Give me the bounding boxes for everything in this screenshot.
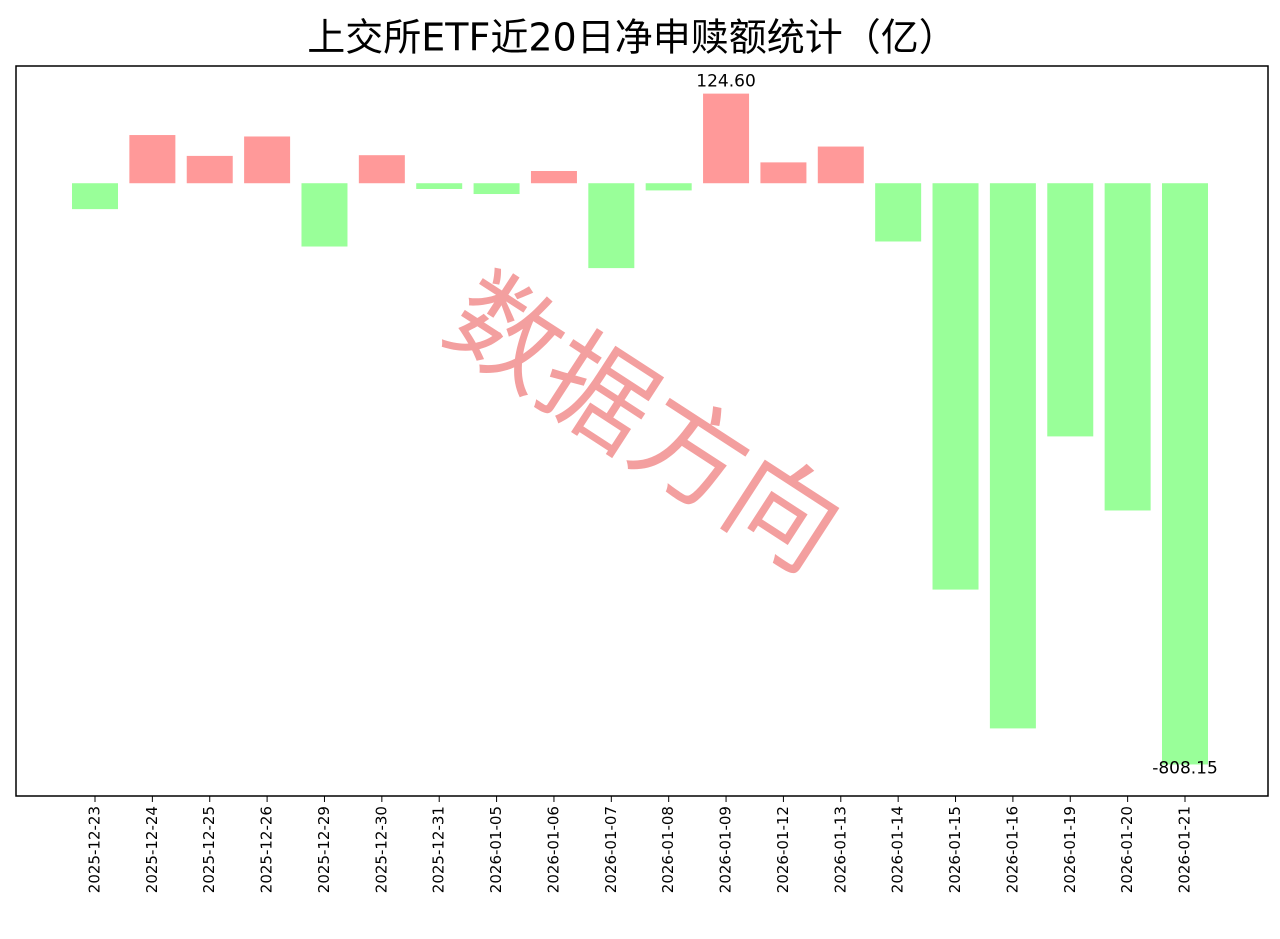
x-tick-label: 2026-01-21 bbox=[1176, 806, 1194, 893]
x-tick-label: 2025-12-24 bbox=[143, 806, 161, 893]
bar bbox=[875, 183, 922, 242]
bar bbox=[473, 183, 520, 195]
x-tick-label: 2026-01-20 bbox=[1118, 806, 1136, 893]
bar bbox=[129, 135, 176, 184]
bar bbox=[989, 183, 1036, 729]
bar bbox=[588, 183, 635, 269]
value-label: -808.15 bbox=[1152, 758, 1218, 778]
x-tick-label: 2025-12-30 bbox=[372, 806, 390, 893]
x-tick-label: 2025-12-29 bbox=[315, 806, 333, 893]
bar bbox=[703, 93, 750, 184]
bar bbox=[932, 183, 979, 590]
x-tick-label: 2025-12-23 bbox=[86, 806, 104, 893]
x-tick-label: 2026-01-15 bbox=[946, 806, 964, 893]
x-tick-label: 2026-01-08 bbox=[659, 806, 677, 893]
bar bbox=[530, 171, 577, 184]
bar bbox=[645, 183, 692, 191]
chart-title: 上交所ETF近20日净申赎额统计（亿） bbox=[307, 16, 956, 60]
value-label: 124.60 bbox=[696, 72, 755, 92]
bar bbox=[817, 146, 864, 184]
plot-frame bbox=[15, 65, 1269, 797]
bar bbox=[358, 155, 405, 184]
bar bbox=[186, 155, 233, 184]
x-tick-label: 2026-01-07 bbox=[602, 806, 620, 893]
x-tick-label: 2026-01-19 bbox=[1061, 806, 1079, 893]
x-tick-label: 2025-12-31 bbox=[430, 806, 448, 893]
bar bbox=[72, 183, 118, 210]
x-tick-label: 2026-01-13 bbox=[831, 806, 849, 893]
bar bbox=[416, 183, 463, 189]
bar bbox=[301, 183, 348, 247]
x-tick-label: 2026-01-14 bbox=[889, 806, 907, 893]
bar bbox=[1162, 183, 1208, 765]
x-tick-label: 2026-01-12 bbox=[774, 806, 792, 893]
bar bbox=[244, 136, 291, 184]
x-tick-label: 2025-12-26 bbox=[258, 806, 276, 893]
x-tick-label: 2026-01-16 bbox=[1003, 806, 1021, 893]
x-tick-label: 2026-01-05 bbox=[487, 806, 505, 893]
bar bbox=[760, 162, 807, 184]
x-tick-label: 2025-12-25 bbox=[200, 806, 218, 893]
x-tick-label: 2026-01-06 bbox=[544, 806, 562, 893]
bar bbox=[1104, 183, 1151, 511]
x-tick-label: 2026-01-09 bbox=[717, 806, 735, 893]
bar bbox=[1047, 183, 1094, 437]
watermark: 数据方向 bbox=[425, 250, 864, 597]
